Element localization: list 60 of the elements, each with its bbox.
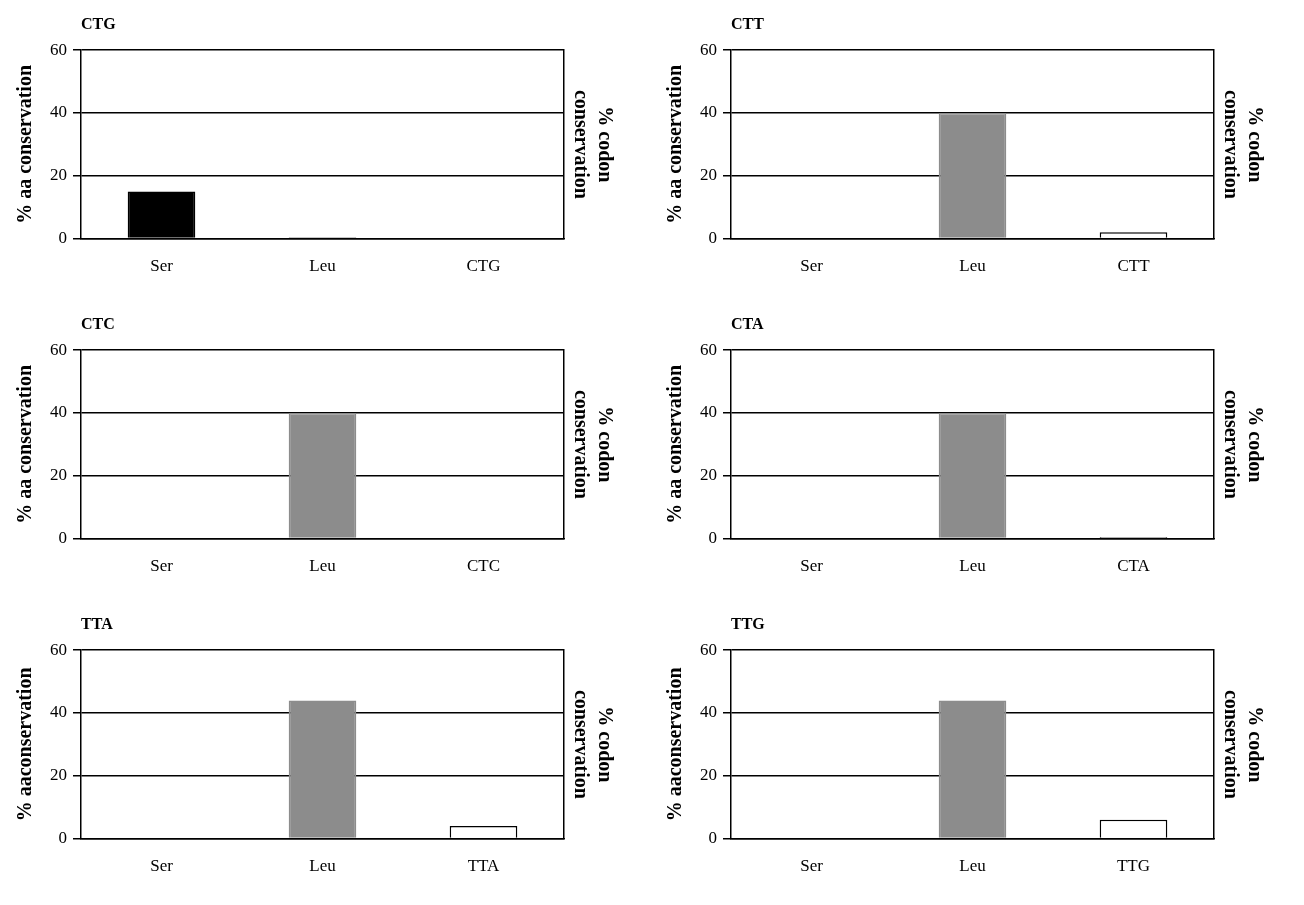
y-tick-label: 40: [700, 102, 717, 122]
x-tick-label: Leu: [959, 556, 987, 576]
x-tick-label: Ser: [150, 856, 174, 876]
chart-title: CTC: [81, 314, 115, 332]
y-axis-title: % aa conservation: [663, 364, 686, 524]
y2-axis-title: % codon conservation: [570, 689, 617, 799]
y-tick-label: 0: [58, 528, 67, 548]
y2-axis-title: % codon conservation: [1220, 89, 1267, 199]
chart-title: TTG: [731, 614, 766, 632]
y-tick-label: 60: [50, 639, 67, 659]
chart-title: CTT: [731, 14, 765, 32]
x-tick-label: Ser: [800, 556, 824, 576]
y-tick-label: 60: [50, 39, 67, 59]
y-tick-label: 0: [708, 228, 717, 248]
y-tick-label: 20: [700, 465, 717, 485]
y-tick-label: 20: [50, 465, 67, 485]
x-tick-label: CTG: [466, 256, 501, 276]
y-tick-label: 60: [700, 339, 717, 359]
x-tick-label: Ser: [150, 256, 174, 276]
y-tick-label: 60: [50, 339, 67, 359]
chart-title: CTG: [81, 14, 117, 32]
y-axis-title: % aa conservation: [13, 364, 36, 524]
x-tick-label: Leu: [959, 856, 987, 876]
y-tick-label: 40: [700, 702, 717, 722]
y2-axis-title: % codon conservation: [1220, 389, 1267, 499]
y-tick-label: 60: [700, 39, 717, 59]
x-tick-label: Ser: [150, 556, 174, 576]
y-tick-label: 0: [58, 828, 67, 848]
y-tick-label: 20: [50, 765, 67, 785]
y-tick-label: 0: [708, 828, 717, 848]
y-tick-label: 40: [50, 102, 67, 122]
y-axis-title: % aaconservation: [663, 667, 686, 822]
y-tick-label: 40: [50, 402, 67, 422]
y-axis-title: % aa conservation: [13, 64, 36, 224]
y-tick-label: 40: [50, 702, 67, 722]
x-tick-label: CTC: [466, 556, 501, 576]
x-tick-label: Ser: [800, 256, 824, 276]
y2-axis-title: % codon conservation: [570, 89, 617, 199]
y-axis-title: % aa conservation: [663, 64, 686, 224]
y-tick-label: 0: [708, 528, 717, 548]
chart-title: CTA: [731, 314, 765, 332]
y2-axis-title: % codon conservation: [1220, 689, 1267, 799]
y-tick-label: 20: [700, 165, 717, 185]
x-tick-label: TTA: [467, 856, 501, 876]
y-tick-label: 40: [700, 402, 717, 422]
x-tick-label: CTA: [1117, 556, 1151, 576]
x-tick-label: Leu: [959, 256, 987, 276]
y-axis-title: % aaconservation: [13, 667, 36, 822]
x-tick-label: TTG: [1116, 856, 1151, 876]
x-tick-label: Leu: [309, 856, 337, 876]
y2-axis-title: % codon conservation: [570, 389, 617, 499]
y-tick-label: 60: [700, 639, 717, 659]
y-tick-label: 20: [50, 165, 67, 185]
y-tick-label: 0: [58, 228, 67, 248]
y-tick-label: 20: [700, 765, 717, 785]
x-tick-label: CTT: [1117, 256, 1151, 276]
chart-title: TTA: [81, 614, 114, 632]
x-tick-label: Ser: [800, 856, 824, 876]
x-tick-label: Leu: [309, 256, 337, 276]
x-tick-label: Leu: [309, 556, 337, 576]
